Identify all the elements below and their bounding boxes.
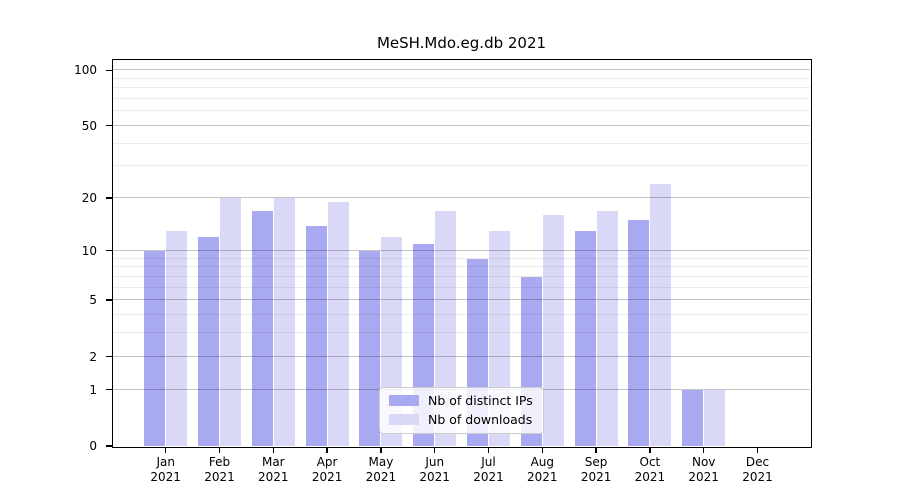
y-tick-mark-50 <box>105 125 112 127</box>
y-tick-label-0: 0 <box>89 439 97 453</box>
bar-nb-of-distinct-ips-nov <box>682 389 704 446</box>
x-tick-label-apr-2021: Apr 2021 <box>311 455 343 484</box>
x-tick-mark-oct <box>649 447 651 453</box>
bar-nb-of-distinct-ips-mar <box>251 210 273 446</box>
legend-item-downloads: Nb of downloads <box>389 412 533 427</box>
bar-nb-of-downloads-jan <box>166 231 188 446</box>
x-tick-label-nov-2021: Nov 2021 <box>688 455 719 484</box>
y-tick-label-20: 20 <box>81 191 97 206</box>
legend-label-downloads: Nb of downloads <box>428 412 533 427</box>
bar-nb-of-downloads-mar <box>273 198 295 446</box>
bar-nb-of-downloads-sep <box>596 210 618 446</box>
y-tick-mark-0 <box>105 445 112 447</box>
bar-nb-of-downloads-nov <box>704 389 726 446</box>
bar-nb-of-downloads-aug <box>542 215 564 446</box>
y-tick-mark-1 <box>105 388 112 391</box>
bar-nb-of-downloads-apr <box>327 202 349 446</box>
y-tick-label-2: 2 <box>89 349 97 364</box>
y-tick-label-100: 100 <box>74 63 97 78</box>
legend: Nb of distinct IPs Nb of downloads <box>379 387 544 434</box>
x-tick-label-jan-2021: Jan 2021 <box>150 455 181 484</box>
legend-swatch-downloads <box>389 414 419 425</box>
x-tick-label-mar-2021: Mar 2021 <box>258 455 289 484</box>
y-tick-label-10: 10 <box>81 243 97 258</box>
x-tick-mark-jun <box>434 447 436 453</box>
chart-title: MeSH.Mdo.eg.db 2021 <box>376 34 547 52</box>
legend-swatch-distinct-ips <box>389 395 419 406</box>
y-tick-mark-10 <box>105 250 112 252</box>
bar-nb-of-distinct-ips-apr <box>305 225 327 446</box>
bar-nb-of-downloads-feb <box>220 198 241 446</box>
x-tick-mark-feb <box>218 447 221 453</box>
x-tick-mark-sep <box>595 447 597 453</box>
bar-nb-of-distinct-ips-may <box>359 250 381 446</box>
bar-nb-of-distinct-ips-oct <box>628 220 650 446</box>
x-tick-label-jun-2021: Jun 2021 <box>419 455 450 484</box>
y-tick-mark-100 <box>105 69 112 71</box>
x-tick-label-jul-2021: Jul 2021 <box>473 455 504 484</box>
y-tick-label-1: 1 <box>89 382 97 397</box>
x-tick-label-aug-2021: Aug 2021 <box>527 455 558 484</box>
bar-nb-of-distinct-ips-jan <box>144 250 166 446</box>
x-tick-label-dec-2021: Dec 2021 <box>742 455 773 484</box>
bar-nb-of-downloads-oct <box>650 183 672 446</box>
x-tick-mark-mar <box>272 447 274 453</box>
y-tick-label-5: 5 <box>89 293 97 308</box>
x-tick-label-may-2021: May 2021 <box>365 455 397 484</box>
y-tick-mark-2 <box>105 355 112 358</box>
x-tick-mark-nov <box>703 447 705 453</box>
x-tick-mark-dec <box>756 447 759 453</box>
legend-label-distinct-ips: Nb of distinct IPs <box>428 393 533 408</box>
x-tick-mark-jan <box>165 447 167 453</box>
bar-nb-of-distinct-ips-feb <box>198 237 219 446</box>
x-tick-mark-may <box>380 447 382 453</box>
y-tick-mark-5 <box>105 299 112 301</box>
legend-item-distinct-ips: Nb of distinct IPs <box>389 393 533 408</box>
x-tick-mark-aug <box>541 447 543 453</box>
bar-nb-of-distinct-ips-sep <box>574 231 596 446</box>
y-tick-mark-20 <box>105 197 112 199</box>
y-tick-label-50: 50 <box>81 118 97 133</box>
x-tick-label-oct-2021: Oct 2021 <box>634 455 666 484</box>
x-tick-mark-apr <box>326 447 328 453</box>
x-tick-mark-jul <box>487 447 490 453</box>
plot-area: Nb of distinct IPs Nb of downloads <box>111 58 812 448</box>
x-tick-label-sep-2021: Sep 2021 <box>580 455 612 484</box>
x-tick-label-feb-2021: Feb 2021 <box>204 455 235 484</box>
